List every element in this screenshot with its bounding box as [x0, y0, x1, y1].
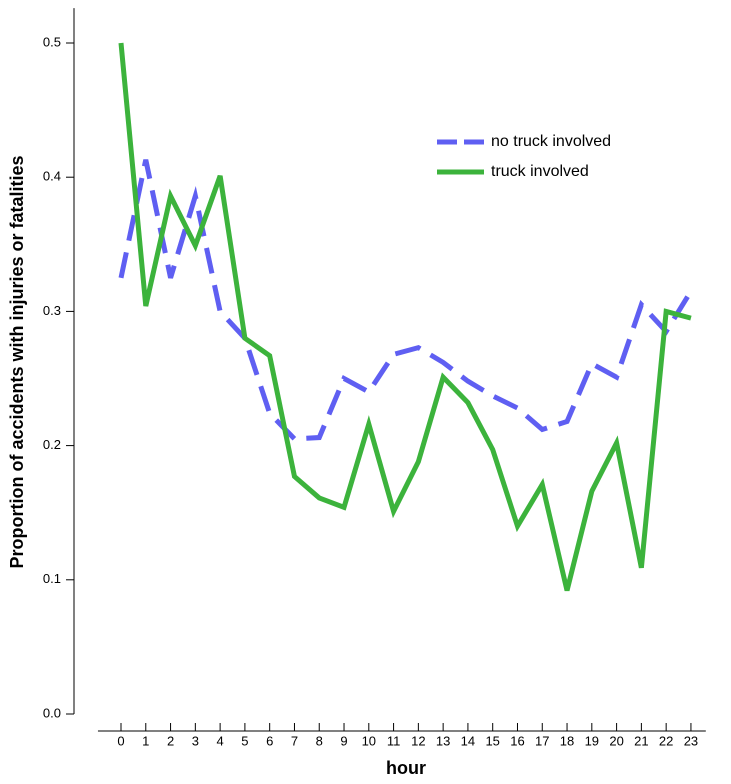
x-tick-label: 15: [485, 733, 499, 748]
y-tick-label: 0.2: [43, 437, 61, 452]
x-tick-label: 8: [316, 733, 323, 748]
y-tick-label: 0.3: [43, 303, 61, 318]
x-tick-label: 17: [535, 733, 549, 748]
y-tick-label: 0.5: [43, 34, 61, 49]
x-tick-label: 6: [266, 733, 273, 748]
x-tick-label: 4: [217, 733, 224, 748]
x-tick-label: 3: [192, 733, 199, 748]
x-tick-label: 12: [411, 733, 425, 748]
x-tick-label: 19: [585, 733, 599, 748]
x-tick-label: 14: [461, 733, 475, 748]
y-tick-label: 0.1: [43, 571, 61, 586]
legend-label: no truck involved: [491, 133, 611, 150]
x-tick-label: 0: [117, 733, 124, 748]
x-tick-label: 20: [609, 733, 623, 748]
y-tick-label: 0.4: [43, 169, 61, 184]
y-tick-label: 0.0: [43, 705, 61, 720]
legend-label: truck involved: [491, 163, 589, 180]
x-tick-label: 23: [684, 733, 698, 748]
x-tick-label: 1: [142, 733, 149, 748]
series-line: [118, 159, 694, 442]
x-tick-label: 7: [291, 733, 298, 748]
x-tick-label: 5: [241, 733, 248, 748]
series-line: [118, 42, 692, 592]
x-axis-title: hour: [386, 758, 426, 778]
x-tick-label: 18: [560, 733, 574, 748]
x-tick-label: 11: [387, 733, 401, 748]
x-tick-label: 13: [436, 733, 450, 748]
x-tick-label: 21: [634, 733, 648, 748]
x-tick-label: 9: [340, 733, 347, 748]
y-axis-title: Proportion of accidents with injuries or…: [7, 155, 27, 568]
x-tick-label: 16: [510, 733, 524, 748]
x-tick-label: 22: [659, 733, 673, 748]
x-tick-label: 2: [167, 733, 174, 748]
x-tick-label: 10: [362, 733, 376, 748]
